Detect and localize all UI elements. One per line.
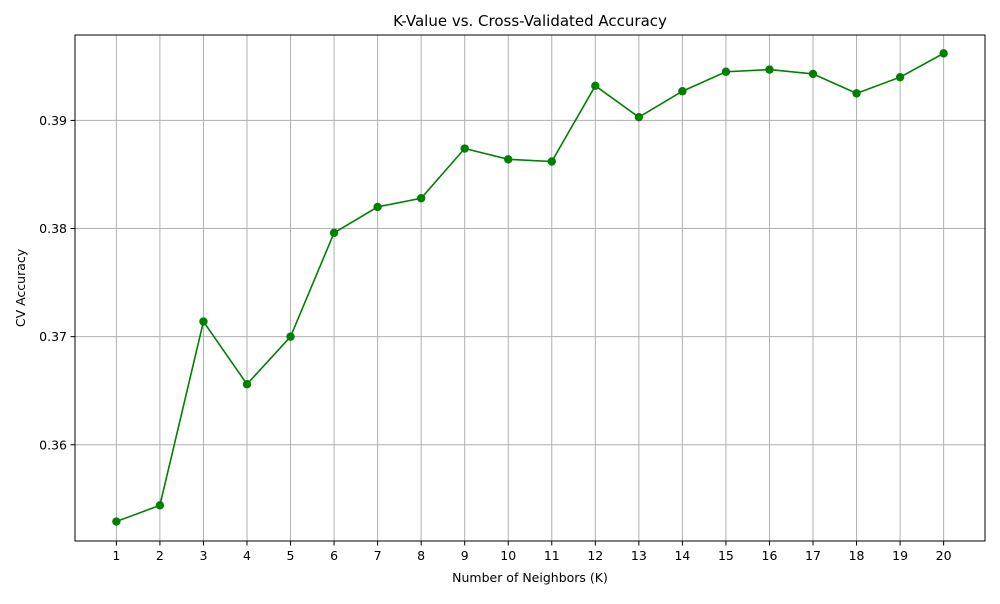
- y-tick-label: 0.37: [39, 329, 67, 344]
- x-tick-label: 4: [243, 548, 251, 563]
- data-point: [460, 144, 469, 153]
- data-point: [591, 81, 600, 91]
- x-tick-label: 17: [805, 548, 821, 563]
- data-point: [155, 501, 165, 510]
- data-point: [504, 155, 513, 164]
- data-point: [939, 49, 948, 58]
- y-axis-label: CV Accuracy: [13, 248, 28, 327]
- data-point: [721, 67, 731, 76]
- x-tick-label: 16: [762, 548, 778, 563]
- x-tick-label: 14: [674, 548, 690, 563]
- x-tick-label: 18: [849, 548, 865, 563]
- data-point: [329, 228, 339, 238]
- x-tick-label: 9: [461, 548, 469, 563]
- y-tick-label: 0.36: [39, 437, 67, 452]
- data-point: [112, 517, 121, 526]
- x-tick-label: 6: [330, 548, 338, 563]
- x-tick-label: 19: [892, 548, 908, 563]
- x-tick-label: 8: [417, 548, 425, 563]
- data-point: [242, 380, 252, 389]
- x-tick-label: 10: [500, 548, 516, 563]
- plot-frame: [74, 34, 986, 542]
- x-tick-label: 3: [199, 548, 207, 563]
- x-axis-label: Number of Neighbors (K): [452, 570, 608, 585]
- data-point: [373, 202, 382, 212]
- x-tick-label: 7: [374, 548, 382, 563]
- x-tick-label: 5: [287, 548, 295, 563]
- series-line: [116, 52, 945, 523]
- data-point: [765, 65, 774, 74]
- series-layer: [112, 49, 948, 526]
- chart-title: K-Value vs. Cross-Validated Accuracy: [393, 12, 667, 30]
- data-point: [678, 87, 687, 96]
- x-tick-label: 11: [544, 548, 560, 563]
- data-point: [416, 194, 426, 203]
- data-point: [634, 112, 644, 122]
- x-tick-label: 12: [587, 548, 603, 563]
- y-tick-label: 0.39: [39, 113, 67, 128]
- data-point: [199, 317, 208, 326]
- x-tick-label: 15: [718, 548, 734, 563]
- x-tick-label: 20: [936, 548, 952, 563]
- data-point: [808, 69, 818, 79]
- axis-ticks: 1 2 3 4 5 6 7 8 9 10 11 12 13 14 15 16 17 18 19 200.360.370…: [39, 113, 951, 563]
- data-point: [852, 89, 861, 98]
- data-point: [895, 72, 905, 82]
- y-tick-label: 0.38: [39, 221, 67, 236]
- x-tick-label: 2: [156, 548, 164, 563]
- data-point: [547, 157, 556, 166]
- x-tick-label: 1: [112, 548, 120, 563]
- data-point: [286, 332, 295, 341]
- grid: [75, 35, 985, 541]
- x-tick-label: 13: [631, 548, 647, 563]
